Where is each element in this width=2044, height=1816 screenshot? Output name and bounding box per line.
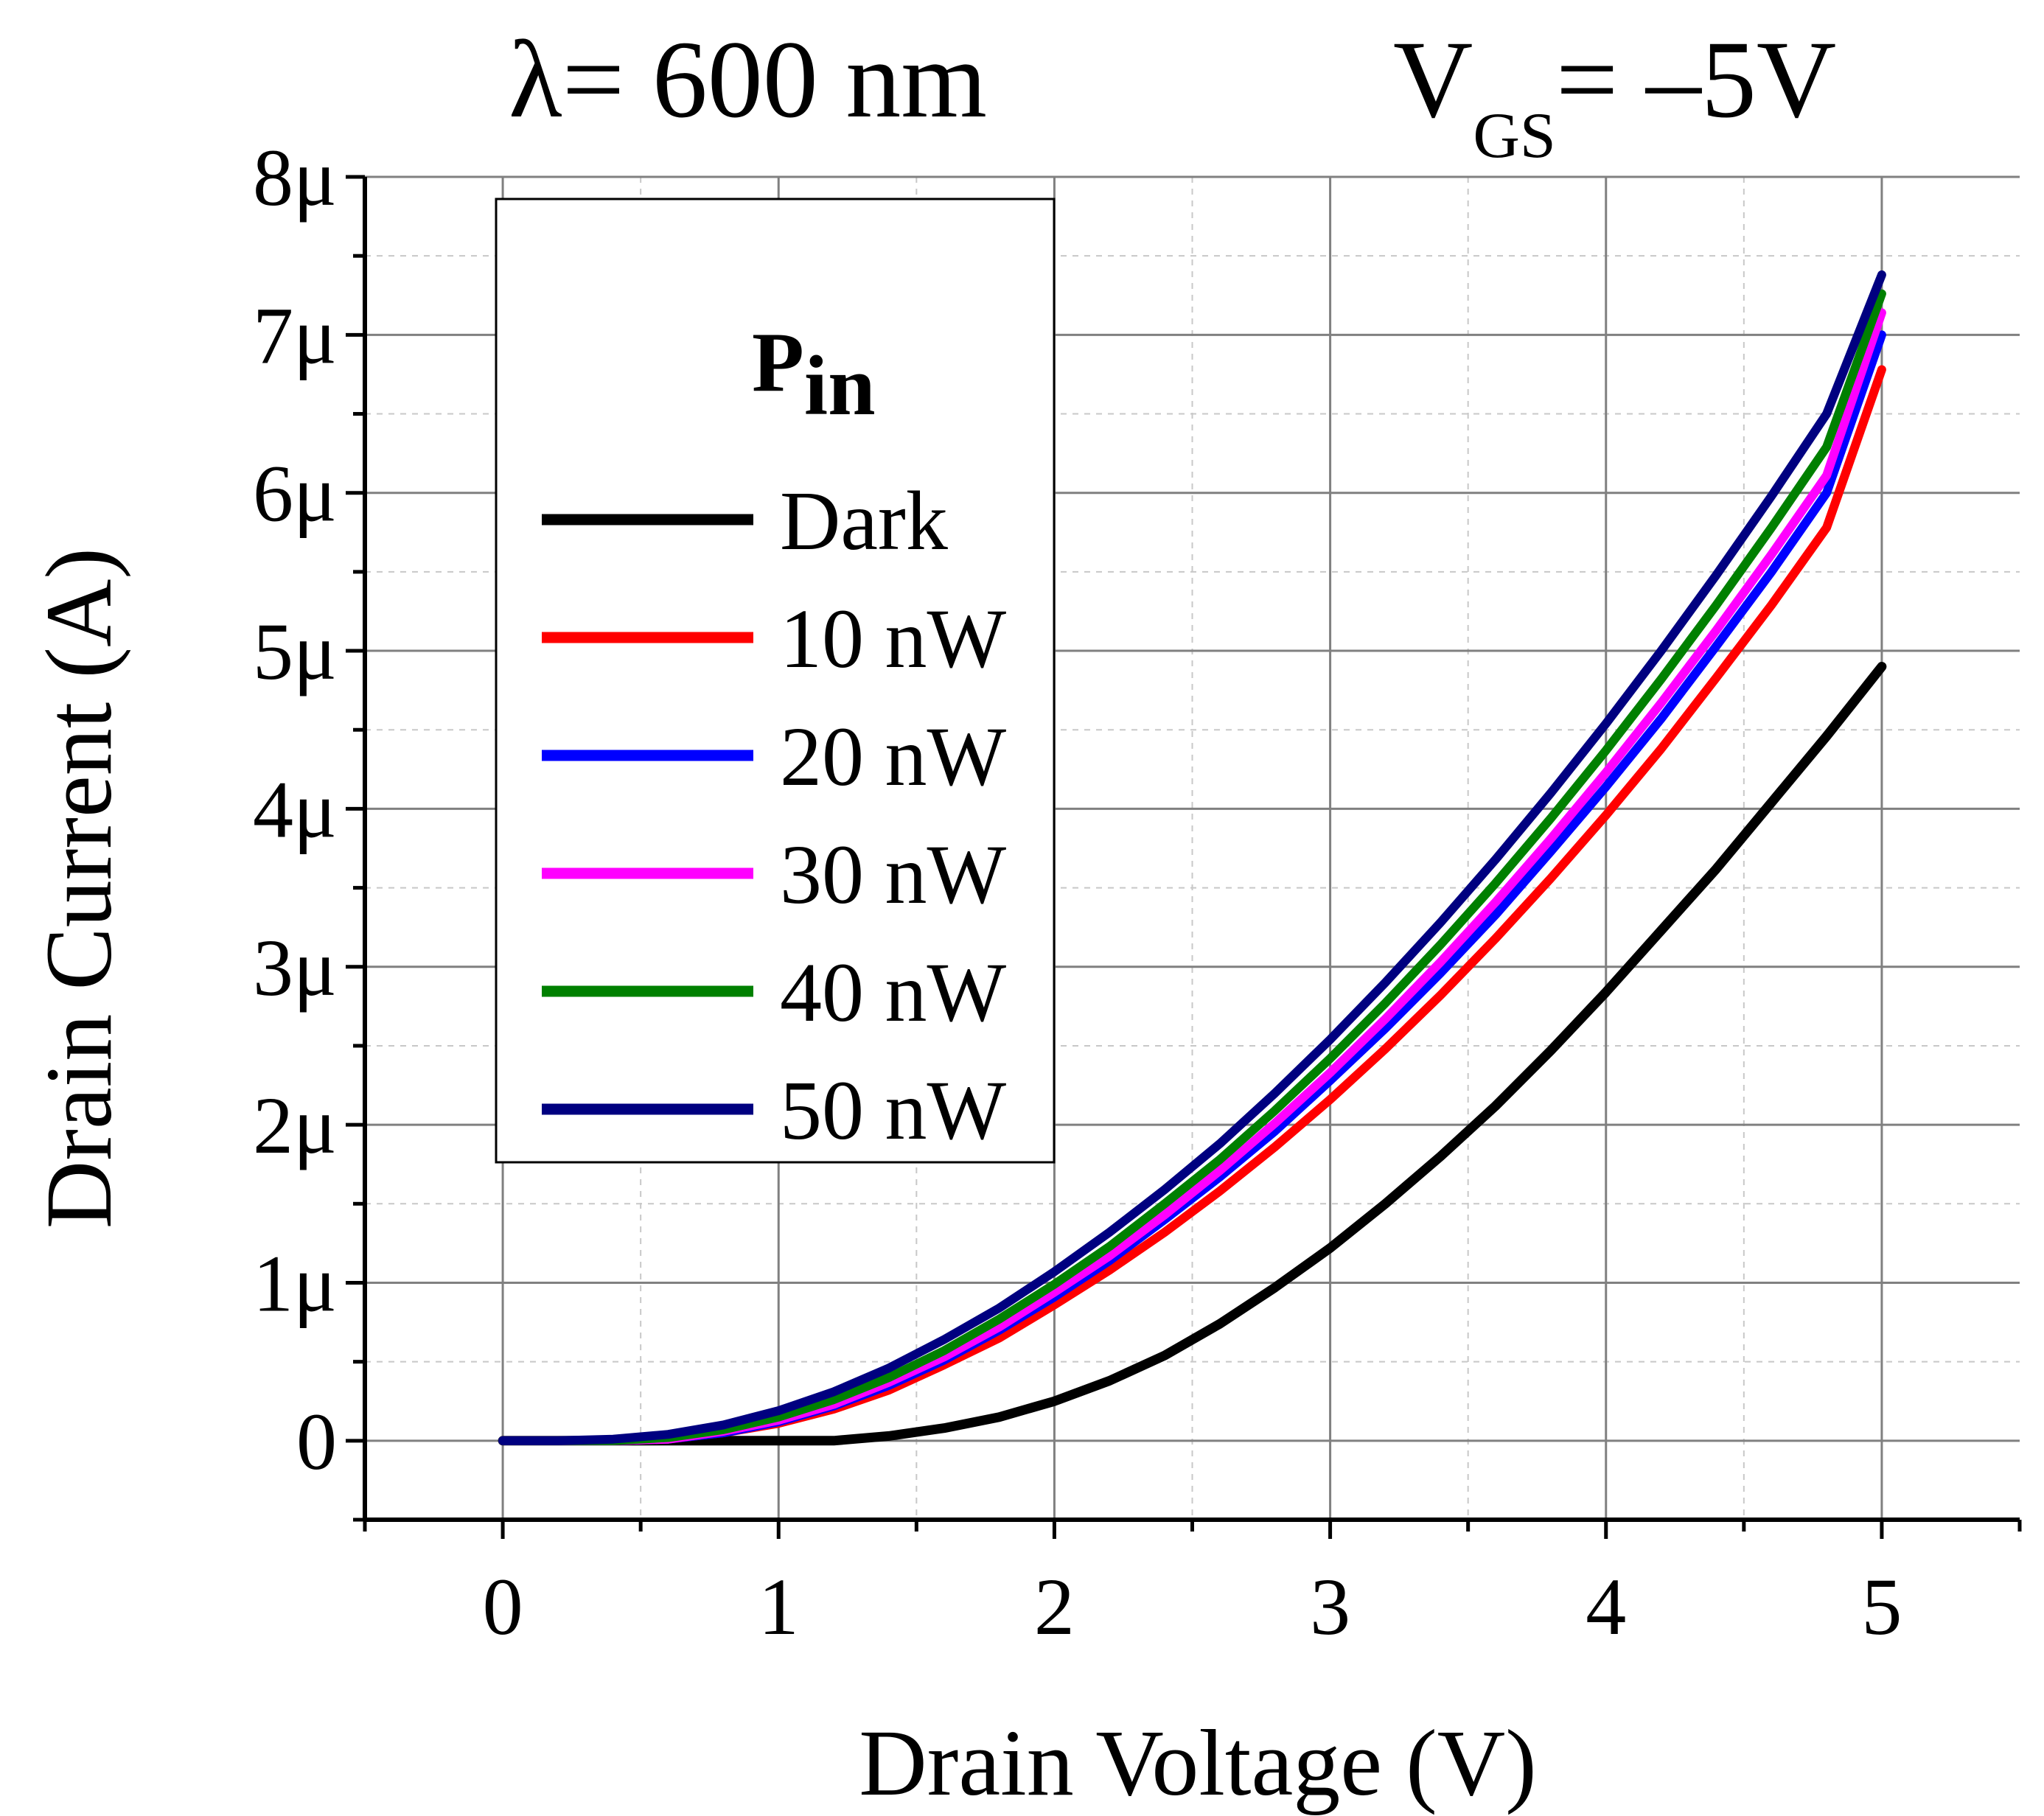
y-tick-label: 1μ [253, 1238, 337, 1328]
x-tick-label: 0 [483, 1562, 523, 1652]
x-axis-label: Drain Voltage (V) [859, 1711, 1537, 1815]
legend: Pin Dark 10 nW 20 nW 30 nW 40 nW 50 nW [495, 198, 1056, 1164]
series-line-dark [498, 662, 1887, 1446]
legend-title-sub: in [804, 339, 876, 433]
series-lines [498, 270, 1887, 1446]
chart-title-vgs: VGS= –5V [1393, 18, 1836, 172]
chart-title-vgs-main: V [1393, 18, 1473, 141]
y-tick-label: 2μ [253, 1080, 337, 1170]
legend-label: Dark [780, 474, 948, 568]
x-tick-label: 1 [758, 1562, 799, 1652]
legend-label: 50 nW [780, 1064, 1007, 1157]
chart-title-wavelength: λ= 600 nm [509, 18, 987, 141]
tick-labels: 0 1 2 3 4 5 0 1μ 2μ 3μ 4μ 5μ 6μ 7μ 8μ [253, 133, 1902, 1652]
y-tick-label: 6μ [253, 449, 337, 539]
y-axis-label: Drain Current (A) [27, 548, 131, 1229]
legend-label: 10 nW [780, 592, 1007, 685]
y-tick-label: 3μ [253, 923, 337, 1013]
x-tick-label: 2 [1034, 1562, 1075, 1652]
x-tick-label: 4 [1586, 1562, 1626, 1652]
x-tick-label: 5 [1861, 1562, 1902, 1652]
legend-label: 30 nW [780, 828, 1007, 921]
x-tick-label: 3 [1310, 1562, 1350, 1652]
ticks [346, 175, 2022, 1539]
chart-title-vgs-sub: GS [1473, 100, 1556, 172]
legend-box [495, 198, 1056, 1164]
y-tick-label: 0 [296, 1397, 337, 1487]
legend-title: Pin [752, 315, 876, 433]
legend-label: 40 nW [780, 946, 1007, 1039]
chart-title-vgs-rest: = –5V [1556, 18, 1836, 141]
y-tick-label: 8μ [253, 133, 337, 223]
legend-title-main: P [752, 315, 804, 410]
legend-items: Dark 10 nW 20 nW 30 nW 40 nW 50 nW [542, 474, 1007, 1157]
y-tick-label: 4μ [253, 764, 337, 854]
series-line-40-nw [498, 289, 1886, 1445]
y-tick-label: 5μ [253, 607, 337, 696]
legend-label: 20 nW [780, 710, 1007, 803]
series-line-50-nw [498, 270, 1886, 1445]
y-tick-label: 7μ [253, 290, 337, 380]
